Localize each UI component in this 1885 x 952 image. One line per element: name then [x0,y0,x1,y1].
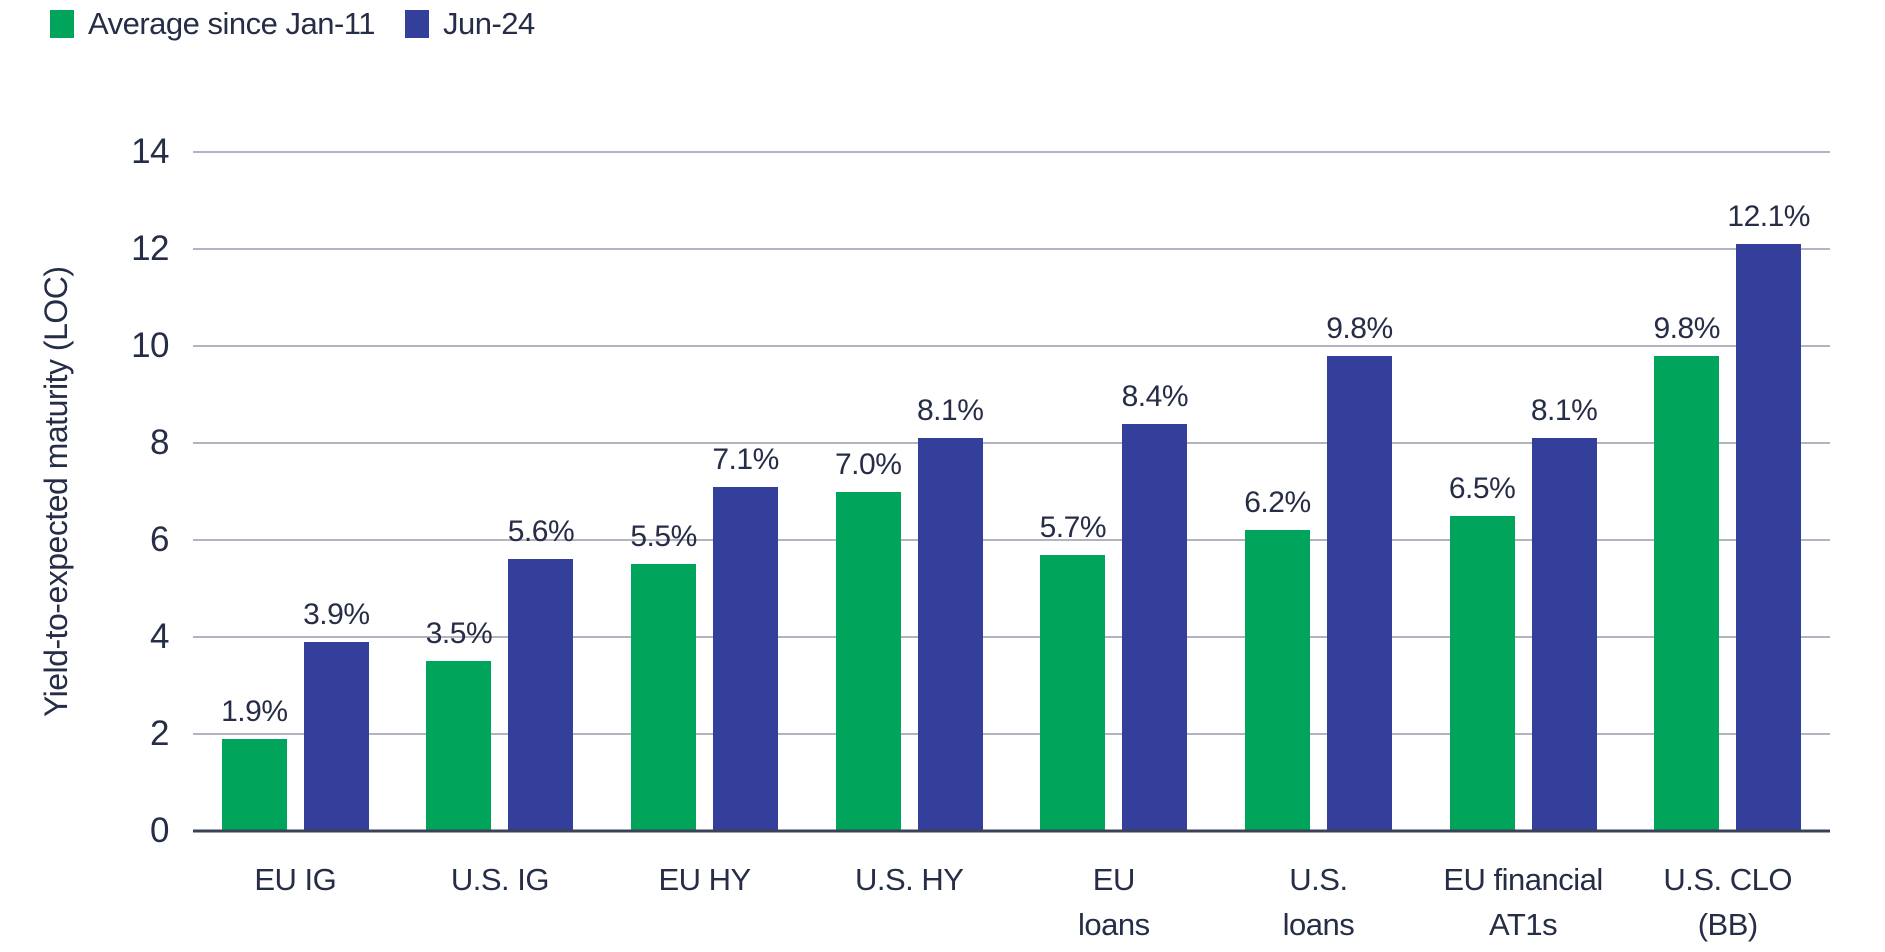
x-axis-line [193,829,1830,833]
bar-value-label: 8.1% [916,394,984,428]
bar-group-u-s-ig: 3.5% 5.6% [398,152,603,831]
bar-value-label: 3.9% [303,597,370,631]
bar-jun-24-u-s-hy: 8.1% [917,394,984,831]
plot-area: 1.9% 3.9% 3.5% 5.6% 5.5% 7.1% 7.0% 8.1% 5.7% 8.4%… [131,134,1830,848]
bar-value-label: 1.9% [221,694,288,728]
bar-value-label: 9.8% [1653,311,1720,345]
x-axis-label-u-s-ig: U.S. IG [398,858,603,948]
bar-value-label: 7.1% [712,442,779,476]
x-axis-label-line: U.S. [1289,862,1348,897]
x-axis-label-eu-financial-at1s: EU financial AT1s [1421,858,1626,948]
bar-group-eu-financial-at1s: 6.5% 8.1% [1421,152,1626,831]
bar-jun-24-eu-loans: 8.4% [1122,380,1189,831]
legend-label: Jun-24 [442,6,535,41]
bar-jun-24-u-s-ig: 5.6% [508,515,575,831]
gridline [193,151,1830,153]
x-axis-label-line: U.S. CLO [1663,862,1793,897]
bar-value-label: 7.0% [834,447,902,481]
y-axis-title: Yield-to-expected maturity (LOC) [38,266,74,717]
gridline [193,636,1830,638]
bar-average-since-jan-11-u-s-hy: 7.0% [835,448,902,831]
legend-item-jun-24: Jun-24 [404,6,535,42]
bar-group-eu-loans: 5.7% 8.4% [1012,152,1217,831]
bar-average-since-jan-11-eu-financial-at1s: 6.5% [1449,472,1516,831]
bar-value-label: 5.6% [507,515,575,549]
gridline [193,345,1830,347]
bar-jun-24-eu-ig: 3.9% [303,598,370,831]
x-axis-label-eu-loans: EU loans [1012,858,1217,948]
x-axis-label-line: loans [1078,906,1150,942]
gridline [193,733,1830,735]
bar-value-label: 3.5% [425,617,493,651]
bar-value-label: 12.1% [1727,200,1810,234]
bar-jun-24-eu-hy: 7.1% [712,443,779,831]
bar-group-u-s-hy: 7.0% 8.1% [807,152,1012,831]
bar-average-since-jan-11-u-s-ig: 3.5% [426,617,493,831]
x-axis-label-line: AT1s [1489,906,1558,942]
x-axis-label-line: EU IG [254,862,337,897]
x-axis-label-line: EU HY [658,862,751,897]
x-axis-label-line: U.S. HY [854,862,964,897]
bar-groups-container: 1.9% 3.9% 3.5% 5.6% 5.5% 7.1% 7.0% 8.1% 5.7% 8.4%… [193,152,1830,831]
x-axis-label-line: (BB) [1697,906,1758,942]
bar-average-since-jan-11-u-s-loans: 6.2% [1244,486,1311,831]
bar-average-since-jan-11-eu-ig: 1.9% [221,695,288,831]
bar-average-since-jan-11-u-s-clo-bb: 9.8% [1653,312,1720,831]
bar-value-label: 8.4% [1121,379,1189,413]
x-axis-label-u-s-hy: U.S. HY [807,858,1012,948]
x-axis-label-eu-hy: EU HY [602,858,807,948]
bar-average-since-jan-11-eu-hy: 5.5% [630,520,697,831]
x-axis-label-line: U.S. IG [450,862,550,897]
gridline [193,539,1830,541]
x-axis-labels: EU IG U.S. IG EU HY U.S. HY EU loans U.S. loans… [193,858,1830,948]
legend-item-average-since-jan-11: Average since Jan-11 [50,6,375,42]
x-axis-label-eu-ig: EU IG [193,858,398,948]
bar-average-since-jan-11-eu-loans: 5.7% [1040,511,1107,831]
bar-value-label: 9.8% [1326,311,1393,345]
bar-value-label: 5.5% [630,520,697,554]
bar-jun-24-u-s-clo-bb: 12.1% [1727,200,1810,831]
bar-jun-24-u-s-loans: 9.8% [1326,312,1393,831]
x-axis-label-line: EU [1092,862,1136,897]
bar-value-label: 5.7% [1039,510,1107,544]
bar-value-label: 6.2% [1244,486,1311,520]
x-axis-label-line: loans [1282,906,1355,942]
x-axis-label-u-s-loans: U.S. loans [1216,858,1421,948]
legend-swatch-green [50,10,74,38]
bar-group-u-s-clo-bb: 9.8% 12.1% [1625,152,1830,831]
legend-label: Average since Jan-11 [88,6,375,41]
x-axis-label-line: EU financial [1443,862,1603,897]
bar-group-u-s-loans: 6.2% 9.8% [1216,152,1421,831]
legend-swatch-blue [404,10,429,38]
x-axis-label-u-s-clo-bb: U.S. CLO (BB) [1625,858,1830,948]
bar-jun-24-eu-financial-at1s: 8.1% [1531,394,1598,831]
legend: Average since Jan-11 Jun-24 [50,6,535,42]
bar-group-eu-ig: 1.9% 3.9% [193,152,398,831]
bar-group-eu-hy: 5.5% 7.1% [602,152,807,831]
gridline [193,442,1830,444]
bar-value-label: 6.5% [1448,471,1516,505]
gridline [193,248,1830,250]
bar-value-label: 8.1% [1530,394,1598,428]
